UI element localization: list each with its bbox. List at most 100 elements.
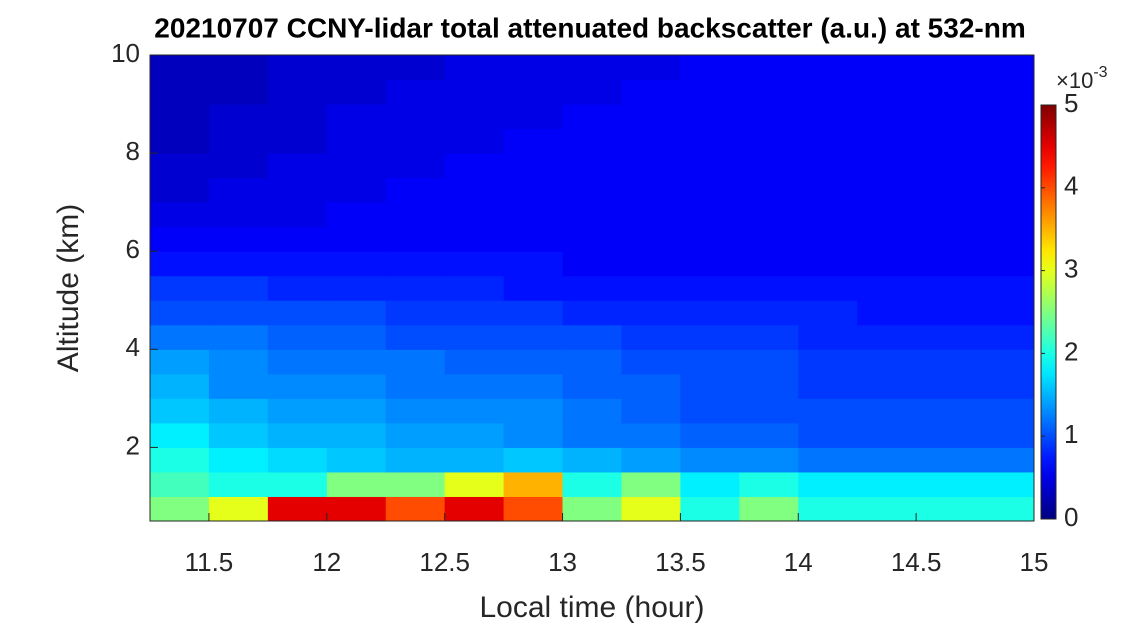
heatmap-cell xyxy=(267,422,328,448)
heatmap-cell xyxy=(267,398,328,424)
heatmap-cell xyxy=(621,153,681,179)
heatmap-cell xyxy=(267,447,328,473)
heatmap-cell xyxy=(857,153,917,179)
heatmap-cell xyxy=(857,373,917,399)
heatmap-cell xyxy=(739,128,799,154)
heatmap-cell xyxy=(150,496,210,522)
heatmap-cell xyxy=(444,471,505,497)
heatmap-cell xyxy=(739,349,799,375)
heatmap-cell xyxy=(150,300,210,326)
heatmap-cell xyxy=(150,447,210,473)
heatmap-cell xyxy=(385,226,446,252)
heatmap-cell xyxy=(562,128,622,154)
heatmap-cell xyxy=(150,471,210,497)
heatmap-cell xyxy=(326,422,387,448)
chart-title: 20210707 CCNY-lidar total attenuated bac… xyxy=(154,12,1025,43)
heatmap-cell xyxy=(444,496,505,522)
x-tick-label: 14.5 xyxy=(891,547,942,577)
heatmap-cell xyxy=(621,251,681,277)
heatmap-cell xyxy=(385,496,446,522)
heatmap-cell xyxy=(208,398,269,424)
heatmap-cell xyxy=(916,226,976,252)
heatmap-cell xyxy=(680,447,740,473)
heatmap-cell xyxy=(621,79,681,105)
heatmap-cell xyxy=(798,373,858,399)
heatmap-cell xyxy=(680,177,740,203)
heatmap-cell xyxy=(621,226,681,252)
heatmap-cell xyxy=(326,79,387,105)
heatmap-cell xyxy=(267,128,328,154)
heatmap-cell xyxy=(916,398,976,424)
heatmap-cell xyxy=(975,447,1035,473)
heatmap-cell xyxy=(798,324,858,350)
heatmap-cell xyxy=(444,300,505,326)
heatmap-cell xyxy=(975,349,1035,375)
heatmap-cell xyxy=(916,202,976,228)
heatmap-cell xyxy=(621,398,681,424)
heatmap-cell xyxy=(150,398,210,424)
heatmap-cell xyxy=(680,300,740,326)
heatmap-cell xyxy=(385,55,446,81)
heatmap-cell xyxy=(562,496,622,522)
heatmap-cell xyxy=(208,373,269,399)
heatmap-cell xyxy=(739,275,799,301)
heatmap-cell xyxy=(621,373,681,399)
heatmap-cell xyxy=(503,177,564,203)
heatmap-cell xyxy=(975,55,1035,81)
heatmap-cell xyxy=(326,447,387,473)
heatmap-cell xyxy=(975,104,1035,130)
heatmap-cell xyxy=(680,496,740,522)
heatmap-cell xyxy=(739,226,799,252)
heatmap-cell xyxy=(562,324,622,350)
heatmap-cell xyxy=(444,104,505,130)
heatmap-cell xyxy=(326,104,387,130)
heatmap-cell xyxy=(444,324,505,350)
heatmap-cell xyxy=(857,398,917,424)
heatmap-cell xyxy=(267,177,328,203)
heatmap-cell xyxy=(975,153,1035,179)
heatmap-cell xyxy=(326,471,387,497)
x-tick-label: 13.5 xyxy=(655,547,706,577)
heatmap-cell xyxy=(267,202,328,228)
y-tick-label: 2 xyxy=(126,430,140,460)
heatmap-cell xyxy=(857,300,917,326)
colorbar-tick-label: 2 xyxy=(1064,336,1078,366)
heatmap-cell xyxy=(857,202,917,228)
heatmap-cell xyxy=(680,202,740,228)
heatmap-cell xyxy=(503,226,564,252)
y-tick-label: 4 xyxy=(126,332,140,362)
colorbar-multiplier: ×10-3 xyxy=(1056,64,1108,93)
heatmap-cell xyxy=(208,496,269,522)
heatmap-cell xyxy=(503,398,564,424)
heatmap-cell xyxy=(621,275,681,301)
heatmap-cell xyxy=(916,471,976,497)
heatmap-cell xyxy=(326,300,387,326)
heatmap-cell xyxy=(916,447,976,473)
heatmap-cell xyxy=(621,104,681,130)
heatmap-cell xyxy=(975,79,1035,105)
heatmap-cell xyxy=(503,373,564,399)
heatmap-cell xyxy=(326,275,387,301)
heatmap-cell xyxy=(857,55,917,81)
heatmap-cell xyxy=(798,104,858,130)
heatmap-cell xyxy=(680,398,740,424)
heatmap-cell xyxy=(503,104,564,130)
x-tick-label: 15 xyxy=(1020,547,1049,577)
heatmap-cell xyxy=(208,422,269,448)
heatmap-cell xyxy=(798,153,858,179)
heatmap-cell xyxy=(150,128,210,154)
heatmap-cell xyxy=(975,128,1035,154)
colorbar-exponent: -3 xyxy=(1093,64,1107,81)
heatmap-cell xyxy=(385,275,446,301)
colorbar-tick-label: 1 xyxy=(1064,419,1078,449)
heatmap-cell xyxy=(857,422,917,448)
heatmap-cell xyxy=(444,226,505,252)
heatmap-cell xyxy=(680,104,740,130)
heatmap-cell xyxy=(208,226,269,252)
heatmap-cell xyxy=(857,128,917,154)
heatmap-cell xyxy=(503,349,564,375)
heatmap-cell xyxy=(503,471,564,497)
heatmap-cell xyxy=(326,324,387,350)
heatmap-cell xyxy=(916,300,976,326)
heatmap-cell xyxy=(385,300,446,326)
